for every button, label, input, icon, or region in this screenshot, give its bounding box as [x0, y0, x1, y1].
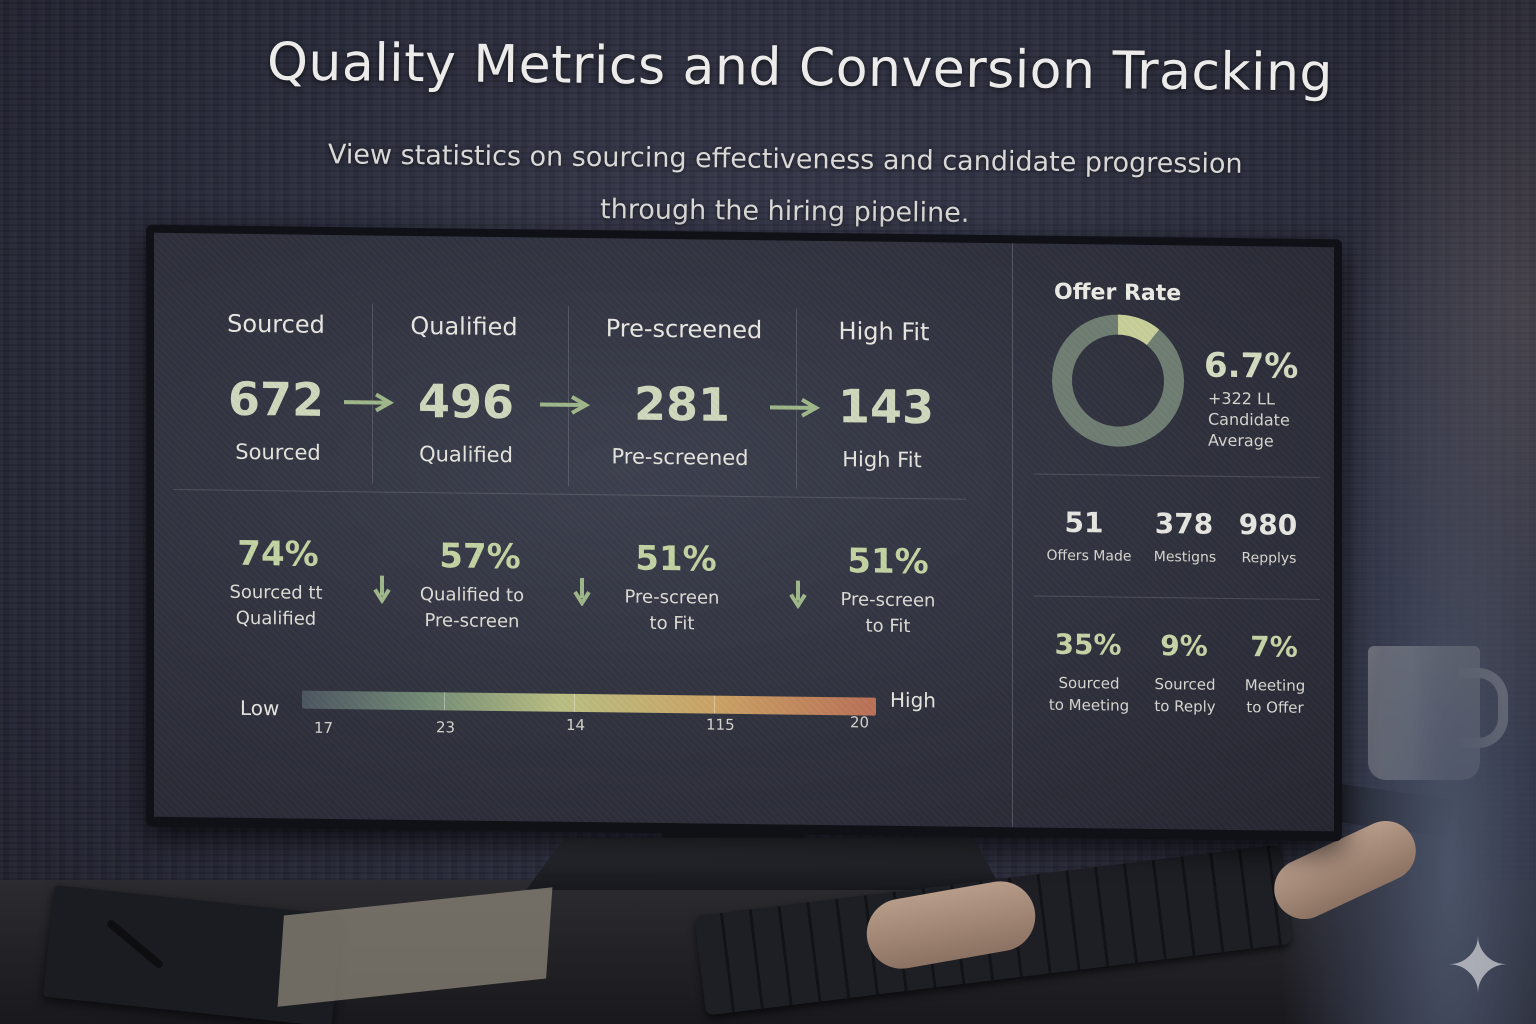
- section-divider: [174, 489, 966, 500]
- scale-low-label: Low: [240, 695, 280, 721]
- scale-tick: [574, 693, 575, 712]
- page-title: Quality Metrics and Conversion Tracking: [266, 32, 1334, 104]
- conversion-percent: 74%: [237, 533, 319, 575]
- rate-value-sourced-reply: 9%: [1160, 629, 1208, 663]
- conversion-percent: 57%: [439, 536, 521, 578]
- count-label-offers: Offers Made: [1046, 547, 1132, 565]
- stage-heading-qualified: Qualified: [410, 311, 518, 342]
- scale-tick-label: 17: [314, 718, 334, 737]
- conversion-label: Pre-screen to Fit: [840, 589, 936, 638]
- conversion-percent: 51%: [635, 538, 717, 580]
- conversion-label: Pre-screen to Fit: [624, 586, 720, 635]
- sparkle-icon: ✦: [1446, 921, 1510, 1010]
- stage-label-high-fit: High Fit: [842, 447, 922, 473]
- dashboard-screen: Sourced Qualified Pre-screened High Fit …: [154, 232, 1334, 832]
- donut-track: [1052, 314, 1184, 447]
- rate-label-sourced-meeting: Sourced to Meeting: [1048, 673, 1130, 715]
- stage-label-prescreened: Pre-screened: [611, 444, 749, 471]
- stage-label-sourced: Sourced: [235, 439, 321, 465]
- count-value-replies: 980: [1238, 508, 1298, 542]
- offer-rate-value: 6.7%: [1204, 345, 1299, 387]
- offer-rate-note: +322 LL Candidate Average: [1208, 388, 1290, 451]
- monitor-stand-base: [526, 838, 1002, 890]
- stage-value-prescreened: 281: [633, 376, 731, 432]
- section-divider: [1034, 595, 1320, 601]
- conversion-percent: 51%: [847, 541, 929, 583]
- stage-heading-prescreened: Pre-screened: [605, 314, 763, 345]
- scale-tick-label: 14: [566, 715, 586, 735]
- monitor: Sourced Qualified Pre-screened High Fit …: [146, 224, 1342, 842]
- scale-tick-label: 23: [436, 718, 456, 737]
- arrow-right-icon: [770, 397, 821, 418]
- panel-divider: [1012, 243, 1013, 828]
- stage-heading-sourced: Sourced: [227, 309, 325, 339]
- count-label-replies: Repplys: [1241, 550, 1297, 567]
- arrow-down-icon: [573, 577, 591, 607]
- scale-tick: [714, 695, 715, 714]
- quality-scale-bar: [302, 690, 876, 716]
- stage-heading-high-fit: High Fit: [838, 317, 930, 347]
- section-divider: [1034, 473, 1320, 479]
- conversion-label: Sourced tt Qualified: [229, 581, 323, 630]
- donut-value-arc: [1052, 314, 1184, 447]
- scale-high-label: High: [890, 687, 936, 713]
- count-value-offers: 51: [1064, 505, 1104, 540]
- arrow-right-icon: [540, 395, 591, 415]
- arrow-down-icon: [373, 575, 391, 604]
- rate-value-meeting-offer: 7%: [1250, 630, 1298, 664]
- scale-tick-label: 20: [850, 713, 870, 732]
- conversion-label: Qualified to Pre-screen: [419, 584, 525, 633]
- coffee-mug: [1368, 646, 1508, 780]
- rate-value-sourced-meeting: 35%: [1054, 627, 1122, 662]
- arrow-right-icon: [344, 392, 395, 413]
- offer-rate-title: Offer Rate: [1054, 279, 1182, 307]
- scale-tick: [444, 692, 445, 711]
- page-subtitle: View statistics on sourcing effectivenes…: [249, 128, 1320, 243]
- rate-label-meeting-offer: Meeting to Offer: [1244, 676, 1306, 717]
- arrow-down-icon: [789, 580, 807, 609]
- scale-tick-label: 115: [706, 715, 735, 734]
- stage-label-qualified: Qualified: [419, 442, 513, 468]
- offer-rate-donut: [1052, 314, 1184, 447]
